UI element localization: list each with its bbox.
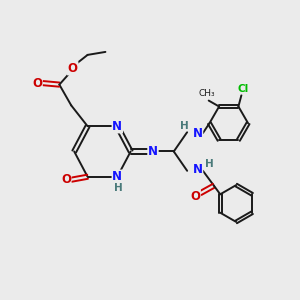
Text: N: N [112, 120, 122, 133]
Text: N: N [193, 163, 202, 176]
Text: H: H [180, 121, 189, 130]
Text: N: N [148, 145, 158, 158]
Text: O: O [61, 173, 71, 186]
Text: O: O [32, 76, 42, 90]
Text: O: O [68, 62, 78, 75]
Text: Cl: Cl [237, 84, 248, 94]
Text: CH₃: CH₃ [199, 89, 215, 98]
Text: H: H [114, 183, 123, 193]
Text: N: N [112, 170, 122, 183]
Text: H: H [205, 159, 214, 169]
Text: N: N [193, 127, 202, 140]
Text: O: O [190, 190, 200, 202]
